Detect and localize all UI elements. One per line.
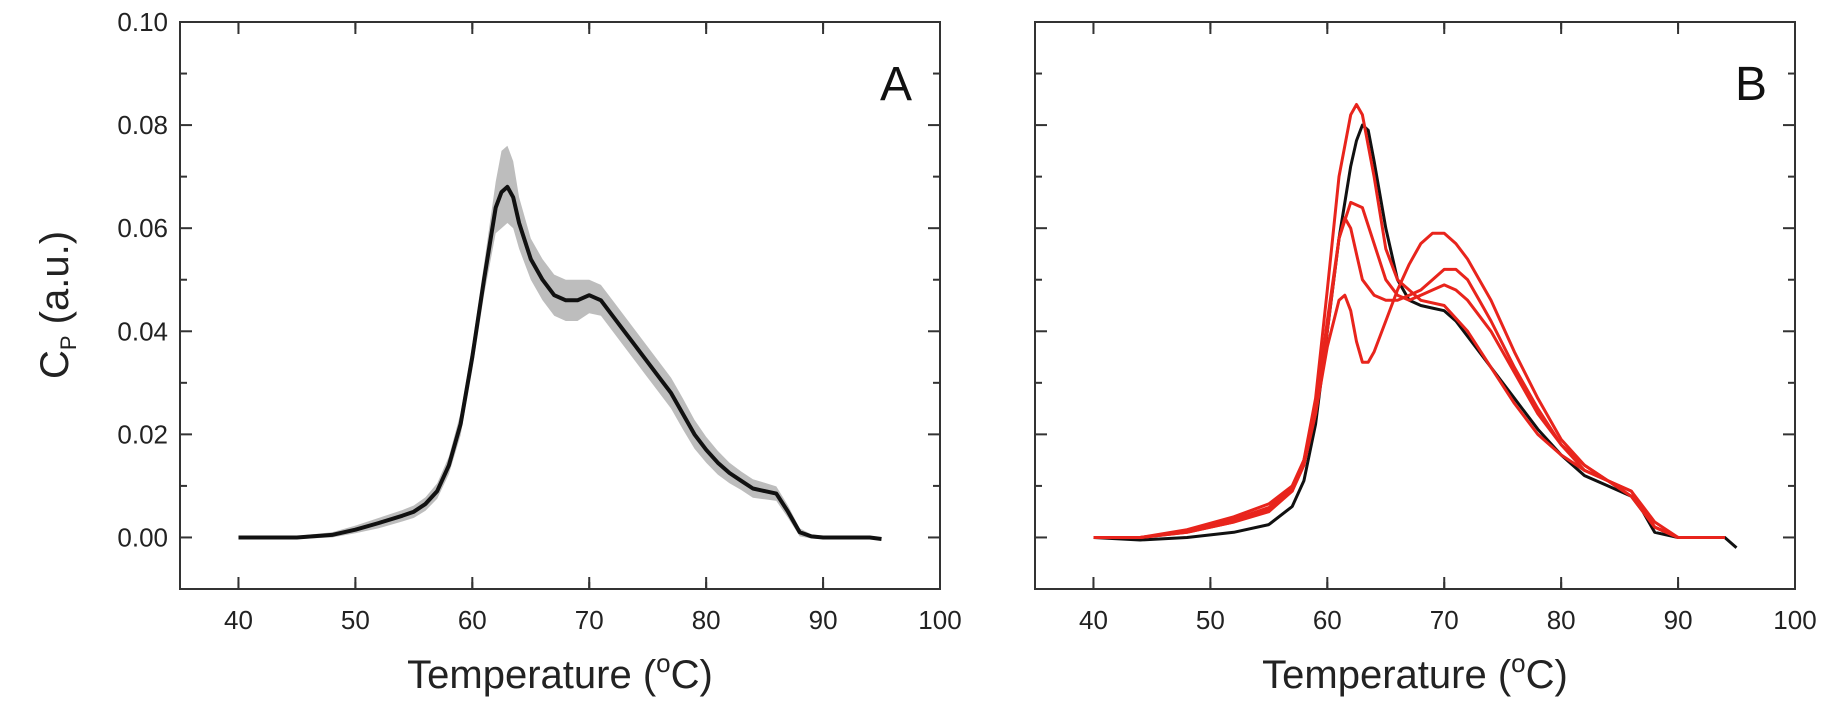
- panel-a-ticks: 40 50 60 70 80 90 100 0.00 0.02 0.04 0.06 0.08 0.10: [117, 7, 961, 635]
- panel-b-x-tick-label: 40: [1079, 605, 1108, 635]
- panel-a-x-tick-label: 80: [692, 605, 721, 635]
- panel-b-x-tick-label: 100: [1773, 605, 1816, 635]
- panel-b-x-tick-label: 70: [1430, 605, 1459, 635]
- panel-a-band-area: [238, 145, 882, 541]
- panel-a-x-tick-label: 50: [341, 605, 370, 635]
- panel-a-x-tick-label: 70: [575, 605, 604, 635]
- panel-a-mean-line: [238, 184, 882, 541]
- panel-a-std-band: [238, 145, 882, 541]
- panel-a-y-tick-label: 0.02: [117, 419, 168, 449]
- panel-b-ticks: 40 50 60 70 80 90 100: [1035, 21, 1817, 635]
- panel-a-y-tick-label: 0.06: [117, 213, 168, 243]
- panel-a: 40 50 60 70 80 90 1000.000.020.040.060.080.10 …: [33, 7, 962, 697]
- panel-b-series-line-4: [1093, 200, 1725, 539]
- panel-a-frame: [179, 21, 941, 590]
- panel-b-x-tick-label: 80: [1547, 605, 1576, 635]
- panel-a-y-tick-label: 0.04: [117, 316, 168, 346]
- panel-a-y-tick-label: 0.00: [117, 522, 168, 552]
- panel-a-x-tick-label: 90: [809, 605, 838, 635]
- panel-b-series: [1093, 103, 1738, 549]
- panel-a-x-axis-label: Temperature (oC): [407, 648, 713, 697]
- panel-a-letter: A: [880, 58, 912, 111]
- panel-a-x-tick-label: 40: [224, 605, 253, 635]
- panel-a-x-tick-label: 60: [458, 605, 487, 635]
- panel-b: 40 50 60 70 80 90 100 B Temperature (oC): [1034, 21, 1817, 697]
- panel-a-y-tick-label: 0.10: [117, 7, 168, 37]
- panel-b-frame: [1034, 21, 1796, 590]
- panel-b-x-tick-label: 90: [1664, 605, 1693, 635]
- panel-b-series-line-0: [1093, 123, 1738, 549]
- panel-a-series: [238, 184, 882, 541]
- panel-b-series-line-1: [1093, 103, 1725, 539]
- panel-a-y-axis-label: CP (a.u.): [33, 231, 81, 379]
- panel-b-x-tick-label: 60: [1313, 605, 1342, 635]
- panel-a-y-tick-label: 0.08: [117, 110, 168, 140]
- panel-b-x-axis-label: Temperature (oC): [1262, 648, 1568, 697]
- panel-a-x-tick-label: 100: [918, 605, 961, 635]
- panel-b-x-tick-label: 50: [1196, 605, 1225, 635]
- panel-b-letter: B: [1735, 58, 1767, 111]
- panel-b-series-line-3: [1093, 231, 1725, 539]
